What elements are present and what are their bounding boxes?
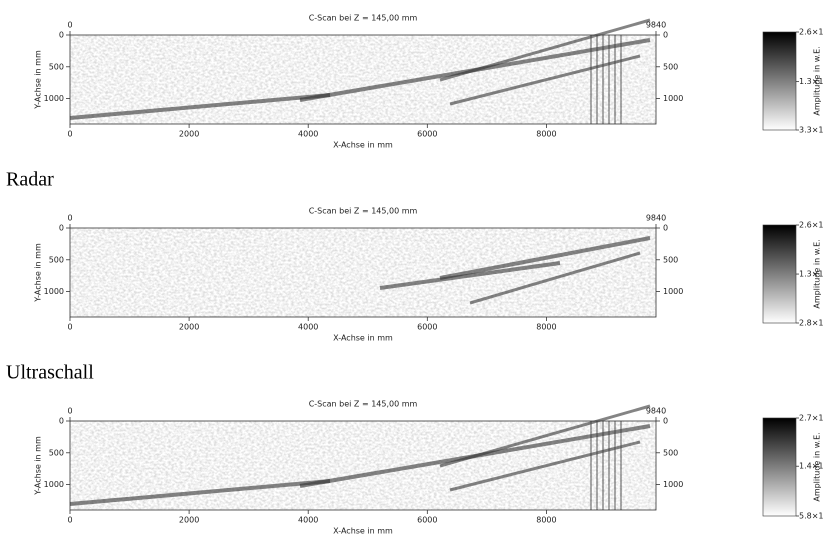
c-scan-panel: Radar C-Scan bei Z = 145,00 mm 0 2000 4000 60… [6,169,824,343]
y-tick-label: 1000 [44,287,64,296]
y-tick-label: 0 [59,224,64,233]
colorbar-label: Amplitude in w.E. [813,432,822,501]
heatmap-streak [608,35,610,124]
x-tick-label: 6000 [417,323,437,332]
colorbar-label: Amplitude in w.E. [813,239,822,308]
heatmap-streak [449,440,641,492]
colorbar-tick-label: 3.3×10² [799,126,824,135]
y-tick-label: 500 [49,255,64,264]
c-scan-panel: C-Scan bei Z = 145,00 mm 0 2000 4000 6000 800… [34,14,824,150]
heatmap-streak [439,18,651,82]
heatmap-streak [596,35,598,124]
plot-frame [69,227,657,318]
x-tick-label: 2000 [179,130,199,139]
heatmap-streak [602,35,604,124]
y2-tick-label: 1000 [663,94,683,103]
x-tick-label: 4000 [298,516,318,525]
y2-tick-label: 0 [663,224,668,233]
x2-tick-label: 0 [67,214,72,223]
colorbar-tick-label: 1.3×10⁴ [799,270,824,279]
heatmap-streak [596,421,598,510]
heatmap-streak [449,54,641,106]
colorbar-tick-label: 1.4×10⁴ [799,462,824,471]
heatmap-streak [379,261,561,290]
x2-tick-label: 0 [67,21,72,30]
colorbar-tick-label: 2.6×10⁴ [799,28,824,37]
colorbar-label: Amplitude in w.E. [813,46,822,115]
y-tick-label: 500 [49,448,64,457]
y2-tick-label: 500 [663,448,678,457]
x-tick-label: 8000 [536,516,556,525]
x-tick-label: 2000 [179,516,199,525]
section-heading: Ultraschall [6,362,94,384]
y-tick-label: 1000 [44,480,64,489]
heatmap-streak [469,251,641,305]
heatmap-streak [69,479,331,506]
x-tick-label: 0 [67,323,72,332]
heatmap-streak [608,421,610,510]
colorbar-tick-label: 2.6×10⁴ [799,221,824,230]
x-tick-label: 8000 [536,323,556,332]
y-tick-label: 1000 [44,94,64,103]
c-scan-panel: Ultraschall C-Scan bei Z = 145,00 mm 0 2000… [6,362,824,536]
heatmap-streak [602,421,604,510]
x-tick-label: 8000 [536,130,556,139]
y-axis-label: Y-Achse in mm [34,243,43,303]
y2-tick-label: 1000 [663,480,683,489]
x-tick-label: 2000 [179,323,199,332]
y-axis-label: Y-Achse in mm [34,50,43,110]
x-tick-label: 0 [67,130,72,139]
heatmap-streak [614,421,616,510]
colorbar-tick-label: 2.7×10⁴ [799,414,824,423]
colorbar [762,31,797,131]
colorbar-tick-label: 5.8×10² [799,512,824,521]
x2-tick-label: 0 [67,407,72,416]
y2-tick-label: 0 [663,31,668,40]
heatmap-streak [614,35,616,124]
heatmap-streak [620,421,622,510]
y-tick-label: 0 [59,417,64,426]
colorbar-tick-label: 2.8×10¹ [799,319,824,328]
y2-tick-label: 500 [663,62,678,71]
y-axis-label: Y-Achse in mm [34,436,43,496]
y-tick-label: 0 [59,31,64,40]
heatmap-streak [590,421,592,510]
x-tick-label: 4000 [298,130,318,139]
heatmap-streak [439,236,651,280]
x2-tick-label: 9840 [646,214,666,223]
x-tick-label: 6000 [417,516,437,525]
heatmap-streak [439,404,651,468]
x-tick-label: 4000 [298,323,318,332]
heatmap-streak [590,35,592,124]
y2-tick-label: 500 [663,255,678,264]
x-axis-label: X-Achse in mm [333,141,393,150]
section-heading: Radar [6,169,54,191]
chart-title: C-Scan bei Z = 145,00 mm [309,14,418,23]
x-tick-label: 0 [67,516,72,525]
chart-title: C-Scan bei Z = 145,00 mm [309,400,418,409]
x-axis-label: X-Achse in mm [333,527,393,536]
x-tick-label: 6000 [417,130,437,139]
plot-frame [69,420,657,511]
y-tick-label: 500 [49,62,64,71]
colorbar-tick-label: 1.3×10⁴ [799,77,824,86]
chart-title: C-Scan bei Z = 145,00 mm [309,207,418,216]
x-axis-label: X-Achse in mm [333,334,393,343]
y2-tick-label: 0 [663,417,668,426]
heatmap-texture [70,228,656,317]
colorbar [762,417,797,517]
x2-tick-label: 9840 [646,21,666,30]
heatmap-streak [620,35,622,124]
colorbar [762,224,797,324]
y2-tick-label: 1000 [663,287,683,296]
heatmap-streak [69,93,331,120]
x2-tick-label: 9840 [646,407,666,416]
plot-frame [69,34,657,125]
